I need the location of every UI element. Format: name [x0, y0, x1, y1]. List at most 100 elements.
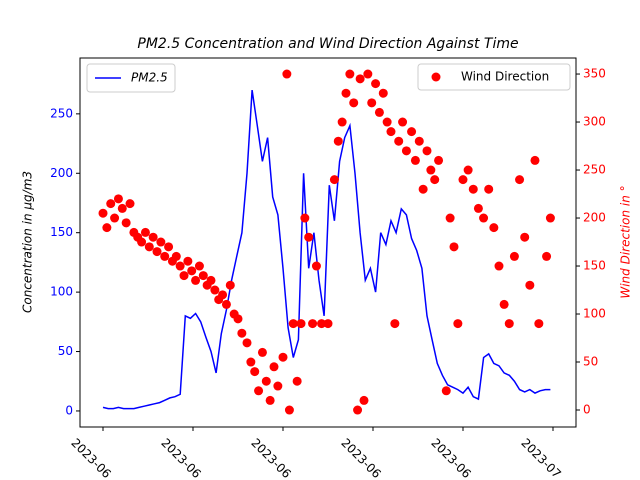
wind-point — [545, 213, 555, 223]
wind-point — [187, 266, 197, 276]
y2-tick-label: 250 — [583, 163, 606, 177]
x-tick-label: 2023-07 — [518, 436, 563, 480]
legend-marker — [431, 72, 441, 82]
wind-point — [453, 319, 463, 329]
wind-point — [371, 79, 381, 89]
wind-point — [257, 347, 267, 357]
y-axis-label: Concentration in μg/m3 — [21, 171, 35, 313]
x-tick-label: 2023-06 — [248, 436, 293, 480]
wind-point — [479, 213, 489, 223]
wind-point — [430, 175, 440, 185]
wind-point — [288, 319, 298, 329]
wind-point — [140, 227, 150, 237]
y2-tick-label: 300 — [583, 115, 606, 129]
wind-point — [137, 237, 147, 247]
wind-point — [284, 405, 294, 415]
wind-point — [329, 175, 339, 185]
wind-point — [282, 69, 292, 79]
y-tick-label: 50 — [58, 344, 73, 358]
wind-point — [317, 319, 327, 329]
wind-point — [308, 319, 318, 329]
wind-point — [473, 203, 483, 213]
wind-point — [494, 261, 504, 271]
x-tick-label: 2023-06 — [68, 436, 113, 480]
wind-point — [296, 319, 306, 329]
wind-point — [121, 218, 131, 228]
wind-point — [265, 395, 275, 405]
wind-point — [333, 136, 343, 146]
wind-point — [233, 314, 243, 324]
wind-point — [242, 338, 252, 348]
wind-point — [542, 251, 552, 261]
y2-tick-label: 50 — [583, 355, 598, 369]
wind-point — [349, 98, 359, 108]
wind-point — [422, 146, 432, 156]
wind-point — [311, 261, 321, 271]
wind-point — [386, 127, 396, 137]
wind-point — [426, 165, 436, 175]
wind-point — [175, 261, 185, 271]
wind-point — [401, 146, 411, 156]
wind-point — [98, 208, 108, 218]
wind-point — [237, 328, 247, 338]
wind-point — [323, 319, 333, 329]
wind-point — [144, 242, 154, 252]
wind-point — [194, 261, 204, 271]
wind-point — [489, 223, 499, 233]
wind-point — [515, 175, 525, 185]
wind-point — [250, 367, 260, 377]
wind-point — [359, 395, 369, 405]
wind-point — [152, 247, 162, 257]
y-tick-label: 0 — [65, 403, 73, 417]
wind-point — [179, 271, 189, 281]
wind-point — [183, 256, 193, 266]
y2-tick-label: 200 — [583, 211, 606, 225]
wind-point — [434, 155, 444, 165]
wind-point — [407, 127, 417, 137]
wind-point — [499, 299, 509, 309]
x-tick-label: 2023-06 — [428, 436, 473, 480]
wind-point — [355, 74, 365, 84]
wind-point — [304, 232, 314, 242]
wind-point — [246, 357, 256, 367]
wind-point — [463, 165, 473, 175]
wind-point — [148, 232, 158, 242]
wind-point — [509, 251, 519, 261]
y-tick-label: 250 — [50, 106, 73, 120]
y2-tick-label: 150 — [583, 259, 606, 273]
x-tick-label: 2023-06 — [338, 436, 383, 480]
wind-point — [300, 213, 310, 223]
legend-box — [86, 63, 176, 93]
y2-tick-label: 100 — [583, 307, 606, 321]
y2-tick-label: 0 — [583, 403, 591, 417]
wind-point — [278, 352, 288, 362]
wind-point — [484, 184, 494, 194]
wind-point — [125, 199, 135, 209]
wind-point — [273, 381, 283, 391]
y-tick-label: 150 — [50, 225, 73, 239]
wind-point — [337, 117, 347, 127]
wind-point — [106, 199, 116, 209]
wind-point — [410, 155, 420, 165]
wind-point — [530, 155, 540, 165]
wind-point — [445, 213, 455, 223]
plot-frame — [79, 57, 577, 428]
wind-point — [390, 319, 400, 329]
wind-point — [221, 299, 231, 309]
wind-point — [458, 175, 468, 185]
wind-point — [394, 136, 404, 146]
wind-point — [225, 280, 235, 290]
wind-point — [374, 107, 384, 117]
wind-point — [156, 237, 166, 247]
wind-point — [382, 117, 392, 127]
wind-point — [525, 280, 535, 290]
legend-label: PM2.5 — [131, 71, 168, 85]
legend-label: Wind Direction — [461, 70, 549, 84]
wind-point — [398, 117, 408, 127]
wind-point — [102, 223, 112, 233]
wind-point — [468, 184, 478, 194]
wind-point — [254, 386, 264, 396]
wind-point — [261, 376, 271, 386]
wind-point — [292, 376, 302, 386]
